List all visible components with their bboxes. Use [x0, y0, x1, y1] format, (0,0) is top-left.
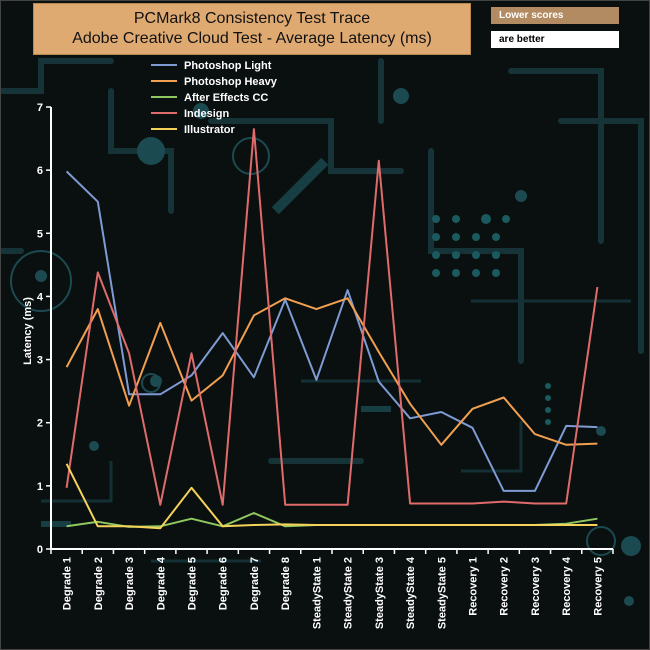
y-tick-label: 6 [37, 165, 43, 177]
x-tick-label: Recovery 3 [530, 557, 542, 616]
chart-subtitle: Adobe Creative Cloud Test - Average Late… [72, 30, 432, 47]
legend-label: Indesign [184, 108, 230, 120]
y-ticks: 0 1 2 3 4 5 6 7 [37, 102, 51, 556]
x-tick-label: Degrade 3 [124, 557, 136, 610]
series-line-4 [65, 128, 599, 506]
legend-label: Photoshop Light [184, 60, 272, 72]
series-line-1 [65, 170, 598, 492]
x-tick-label: Degrade 7 [249, 557, 261, 610]
series-group [65, 128, 599, 530]
x-tick-label: SteadyState 4 [405, 556, 417, 629]
note-are-better: are better [491, 31, 619, 48]
y-axis-label: Latency (ms) [22, 297, 34, 365]
x-tick-label: Recovery 1 [468, 557, 480, 616]
series-line-5 [65, 463, 598, 530]
chart-title: PCMark8 Consistency Test Trace [133, 10, 371, 27]
x-tick-label: SteadyState 2 [343, 557, 355, 629]
legend: Photoshop Light Photoshop Heavy After Eff… [151, 60, 278, 136]
y-tick-label: 0 [37, 544, 43, 556]
x-tick-label: Degrade 6 [218, 557, 230, 610]
axes [50, 107, 613, 550]
x-ticks: Degrade 1 Degrade 2 Degrade 3 Degrade 4 Degr… [50, 549, 614, 629]
x-tick-label: Degrade 2 [93, 557, 105, 610]
x-tick-label: SteadyState 1 [311, 557, 323, 629]
legend-label: Illustrator [184, 124, 235, 136]
x-tick-label: Degrade 8 [280, 557, 292, 610]
y-tick-label: 7 [37, 102, 43, 114]
x-tick-label: SteadyState 5 [436, 557, 448, 629]
x-tick-label: Recovery 4 [561, 556, 573, 616]
x-tick-label: Degrade 5 [187, 557, 199, 610]
series-line-2 [65, 297, 598, 446]
y-tick-label: 1 [37, 481, 43, 493]
y-tick-label: 2 [37, 418, 43, 430]
y-tick-label: 4 [37, 291, 44, 303]
x-tick-label: Degrade 4 [155, 556, 167, 610]
title-box: PCMark8 Consistency Test Trace Adobe Cre… [33, 3, 471, 55]
x-tick-label: SteadyState 3 [374, 557, 386, 629]
x-tick-label: Degrade 1 [62, 557, 74, 610]
x-tick-label: Recovery 5 [592, 557, 604, 616]
legend-label: After Effects CC [184, 92, 268, 104]
note-lower-scores: Lower scores [491, 7, 619, 24]
legend-label: Photoshop Heavy [184, 76, 278, 88]
y-tick-label: 3 [37, 355, 43, 367]
x-tick-label: Recovery 2 [499, 557, 511, 616]
y-tick-label: 5 [37, 228, 43, 240]
